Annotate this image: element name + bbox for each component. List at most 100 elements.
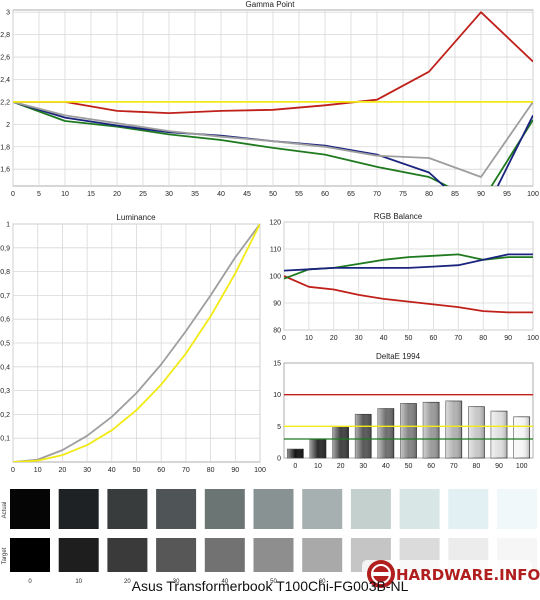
rgb-ytick-label: 90 xyxy=(273,301,281,308)
lum-xtick-label: 60 xyxy=(157,467,165,474)
swatch-actual xyxy=(350,489,391,529)
lum-xtick-label: 40 xyxy=(108,467,116,474)
swatch-actual xyxy=(10,489,50,529)
gamma-xtick-label: 20 xyxy=(113,191,121,198)
rgb-xtick-label: 50 xyxy=(405,335,413,342)
lum-xtick-label: 100 xyxy=(254,467,266,474)
rgb-xtick-label: 10 xyxy=(305,335,313,342)
rgb-xtick-label: 90 xyxy=(504,335,512,342)
gamma-xtick-label: 40 xyxy=(217,191,225,198)
swatch-target xyxy=(107,538,148,572)
de-xtick-label: 60 xyxy=(427,463,435,470)
gamma-xtick-label: 15 xyxy=(87,191,95,198)
gamma-ytick-label: 2,8 xyxy=(0,32,10,39)
rgb-xtick-label: 40 xyxy=(380,335,388,342)
de-xtick-label: 10 xyxy=(314,463,322,470)
de-bar-shine xyxy=(445,401,462,458)
de-ytick-label: 15 xyxy=(273,361,281,368)
gamma-xtick-label: 35 xyxy=(191,191,199,198)
swatch-level-label: 0 xyxy=(28,579,32,585)
gamma-ytick-label: 2,4 xyxy=(0,77,10,84)
swatch-target xyxy=(204,538,245,572)
gamma-chart-title: Gamma Point xyxy=(246,0,296,9)
swatch-actual xyxy=(204,489,245,529)
gamma-xtick-label: 25 xyxy=(139,191,147,198)
swatch-level-label: 20 xyxy=(124,579,131,585)
de-ytick-label: 5 xyxy=(277,424,281,431)
rgb-balance-chart: RGB Balance 80 90 100 110 120 0 10 20 30 40 50 60 70… xyxy=(269,212,539,342)
de-bar-shine xyxy=(513,416,530,458)
de-bar-shine xyxy=(355,414,372,458)
swatch-actual xyxy=(156,489,197,529)
gamma-series-red xyxy=(13,11,533,114)
device-caption: Asus Transformerbook T100Chi-FG003B-NL xyxy=(131,578,409,594)
lum-ytick-label: 0,9 xyxy=(0,245,10,252)
swatch-row-label-actual: Actual xyxy=(2,502,8,519)
swatch-level-label: 60 xyxy=(319,579,326,585)
gamma-ytick-label: 2 xyxy=(6,122,10,129)
lum-ytick-label: 1 xyxy=(6,222,10,229)
rgb-balance-chart-title: RGB Balance xyxy=(374,212,423,221)
hardware-info-logo: HARDWARE.INFO xyxy=(362,560,540,588)
gamma-xtick-label: 90 xyxy=(477,191,485,198)
swatch-target xyxy=(10,538,50,572)
swatch-actual xyxy=(497,489,537,529)
de-bar-shine xyxy=(287,449,304,458)
lum-ytick-label: 0,5 xyxy=(0,341,10,348)
gamma-xtick-label: 10 xyxy=(61,191,69,198)
logo-text: HARDWARE.INFO xyxy=(396,566,540,584)
lum-xtick-label: 10 xyxy=(34,467,42,474)
lum-xtick-label: 90 xyxy=(231,467,239,474)
lum-ytick-label: 0,4 xyxy=(0,364,10,371)
gamma-xtick-label: 100 xyxy=(527,191,539,198)
swatch-actual xyxy=(302,489,343,529)
swatch-actual xyxy=(58,489,99,529)
de-xtick-label: 50 xyxy=(405,463,413,470)
rgb-xtick-label: 80 xyxy=(479,335,487,342)
rgb-xtick-label: 100 xyxy=(527,335,539,342)
gamma-xtick-label: 80 xyxy=(425,191,433,198)
swatch-level-label: 50 xyxy=(270,579,277,585)
gamma-xtick-label: 30 xyxy=(165,191,173,198)
swatch-actual xyxy=(399,489,440,529)
gamma-point-chart: Gamma Point 1,61,822,22,42,62,830 5 10 15 20… xyxy=(0,0,539,198)
luminance-chart: Luminance 0,10,20,30,40,50,60,70,80,910 1… xyxy=(0,213,266,474)
lum-xtick-label: 80 xyxy=(207,467,215,474)
de-xtick-label: 30 xyxy=(359,463,367,470)
gamma-xtick-label: 55 xyxy=(295,191,303,198)
lum-ytick-label: 0,3 xyxy=(0,388,10,395)
de-xtick-label: 90 xyxy=(495,463,503,470)
swatch-target xyxy=(253,538,294,572)
gamma-series-green xyxy=(13,101,533,186)
de-xtick-label: 80 xyxy=(473,463,481,470)
rgb-ytick-label: 120 xyxy=(269,220,281,227)
gamma-series-gray xyxy=(13,101,533,178)
gamma-ytick-label: 2,2 xyxy=(0,99,10,106)
lum-xtick-label: 20 xyxy=(59,467,67,474)
swatch-row-label-target: Target xyxy=(2,547,8,564)
de-xtick-label: 0 xyxy=(293,463,297,470)
de-bar-shine xyxy=(400,403,417,458)
lum-ytick-label: 0,2 xyxy=(0,412,10,419)
greyscale-swatches: Actual Target 0 10 20 30 40 50 60 xyxy=(2,489,537,585)
lum-xtick-label: 70 xyxy=(182,467,190,474)
de-bar-shine xyxy=(423,402,440,458)
gamma-xtick-label: 0 xyxy=(11,191,15,198)
gamma-ytick-label: 3 xyxy=(6,10,10,17)
swatch-target xyxy=(302,538,343,572)
rgb-xtick-label: 70 xyxy=(454,335,462,342)
de-ytick-label: 10 xyxy=(273,392,281,399)
swatch-actual xyxy=(107,489,148,529)
de-ytick-label: 0 xyxy=(277,456,281,463)
rgb-series-blue xyxy=(284,253,533,272)
gamma-xtick-label: 5 xyxy=(37,191,41,198)
rgb-ytick-label: 110 xyxy=(270,247,281,254)
swatch-target xyxy=(156,538,197,572)
gamma-xtick-label: 75 xyxy=(399,191,407,198)
rgb-ytick-label: 80 xyxy=(273,328,281,335)
swatch-level-label: 40 xyxy=(221,579,228,585)
gamma-xtick-label: 85 xyxy=(451,191,459,198)
de-bar-shine xyxy=(377,408,394,458)
de-xtick-label: 100 xyxy=(516,463,528,470)
